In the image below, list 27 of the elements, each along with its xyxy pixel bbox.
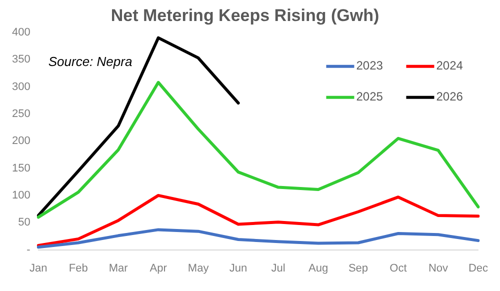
x-tick-label: Mar	[108, 262, 128, 274]
legend-label: 2024	[436, 58, 464, 73]
y-tick-label: 100	[12, 189, 30, 202]
y-tick-label: 250	[12, 108, 30, 120]
y-tick-label: 150	[12, 162, 30, 174]
chart-title: Net Metering Keeps Rising (Gwh)	[110, 6, 380, 25]
x-tick-label: Oct	[390, 262, 407, 274]
x-tick-label: Nov	[428, 262, 449, 274]
x-tick-label: Sep	[348, 262, 368, 274]
x-tick-label: Feb	[68, 262, 88, 274]
x-tick-label: Jul	[271, 262, 286, 274]
x-tick-label: Jan	[29, 262, 48, 274]
x-tick-label: Dec	[468, 262, 488, 274]
x-tick-label: Aug	[308, 262, 328, 274]
x-tick-label: Apr	[150, 262, 168, 274]
y-tick-label: 50	[18, 216, 30, 229]
x-tick-label: May	[188, 262, 210, 274]
legend-label: 2026	[436, 90, 464, 104]
y-tick-label: 200	[12, 135, 30, 148]
legend-label: 2023	[356, 58, 384, 73]
legend-label: 2025	[356, 90, 384, 104]
y-tick-label: 300	[12, 80, 30, 93]
x-tick-label: Jun	[229, 262, 248, 274]
y-tick-label: 400	[12, 26, 30, 38]
y-tick-label: -	[26, 244, 31, 256]
annotation: Source: Nepra	[48, 54, 132, 70]
y-tick-label: 350	[12, 54, 30, 66]
